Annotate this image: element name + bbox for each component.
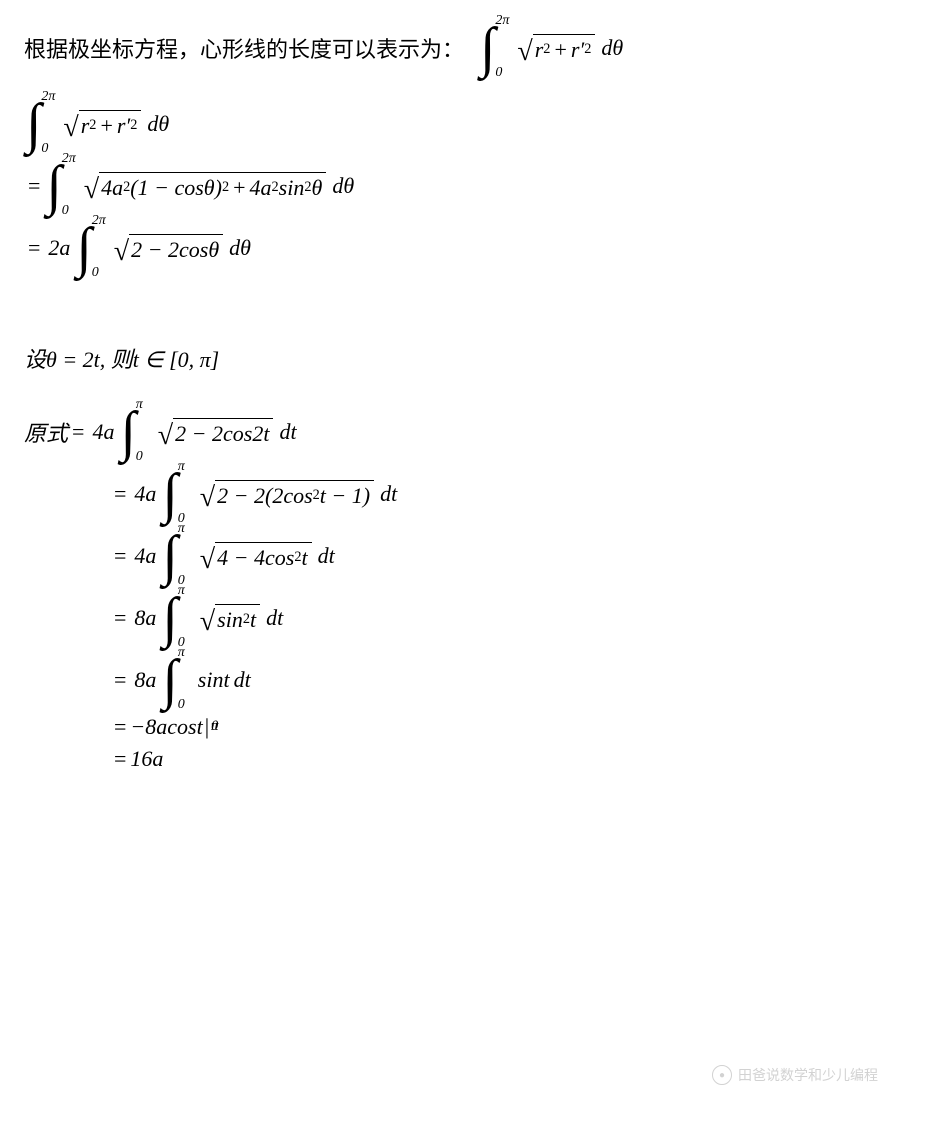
d1-line1: ∫ 2π 0 √r2+r′2 dθ — [24, 96, 908, 152]
d1-l3-coef: 2a — [44, 235, 74, 261]
d2-l3-eq: = — [110, 543, 130, 569]
d2-l2-coef: 4a — [130, 481, 160, 507]
d1-l3-upper: 2π — [92, 214, 106, 228]
d2-l5-lower: 0 — [178, 698, 185, 712]
sub-range: t ∈ [0, π] — [133, 347, 219, 372]
d2-l1-label: 原式 — [24, 416, 68, 448]
watermark-text: 田爸说数学和少儿编程 — [738, 1065, 878, 1085]
d2-l3-upper: π — [178, 522, 185, 536]
d2-l1-d: dt — [275, 419, 300, 445]
intro-text: 根据极坐标方程，心形线的长度可以表示为： — [24, 32, 464, 64]
d1-l2-eq: = — [24, 173, 44, 199]
d1-l3-lower: 0 — [92, 266, 99, 280]
d2-l7-eq: = — [110, 746, 130, 772]
watermark: ● 田爸说数学和少儿编程 — [712, 1065, 878, 1085]
intro-int-upper: 2π — [495, 14, 509, 28]
d2-l1-eq: = — [68, 419, 88, 445]
d2-l2-eq: = — [110, 481, 130, 507]
d2-l6-expr: −8acost — [130, 714, 202, 740]
d2-l4-d: dt — [262, 605, 287, 631]
d2-l1-coef: 4a — [88, 419, 118, 445]
sub-expr: θ = 2t, — [46, 347, 105, 372]
d2-l4-upper: π — [178, 584, 185, 598]
d2-l4-coef: 8a — [130, 605, 160, 631]
d2-l5-d: dt — [230, 667, 255, 693]
sub-prefix: 设 — [24, 347, 46, 372]
intro-int-lower: 0 — [495, 66, 502, 80]
intro-line: 根据极坐标方程，心形线的长度可以表示为： ∫ 2π 0 √ r2+r′2 dθ — [24, 20, 908, 76]
d2-line4: = 8a ∫ π 0 √sin2t dt — [24, 590, 908, 646]
d1-line3: = 2a ∫ 2π 0 √2 − 2cosθ dθ — [24, 220, 908, 276]
d2-line6: = −8acost | π 0 — [24, 714, 908, 740]
d2-l3-d: dt — [314, 543, 339, 569]
d2-l6-eq: = — [110, 714, 130, 740]
d2-line5: = 8a ∫ π 0 sint dt — [24, 652, 908, 708]
d1-l3-d: dθ — [225, 235, 255, 261]
d2-l5-upper: π — [178, 646, 185, 660]
intro-sqrt: √ r2+r′2 — [517, 34, 595, 63]
d1-l2-lower: 0 — [62, 204, 69, 218]
d1-l2-upper: 2π — [62, 152, 76, 166]
d1-line2: = ∫ 2π 0 √4a2(1 − cosθ)2+4a2sin2θ dθ — [24, 158, 908, 214]
d2-line3: = 4a ∫ π 0 √4 − 4cos2t dt — [24, 528, 908, 584]
d2-line2: = 4a ∫ π 0 √2 − 2(2cos2t − 1) dt — [24, 466, 908, 522]
d1-l1-upper: 2π — [41, 90, 55, 104]
d2-l1-lower: 0 — [136, 450, 143, 464]
d2-l6-bar-lower: 0 — [211, 719, 218, 733]
d2-l2-upper: π — [178, 460, 185, 474]
page: 根据极坐标方程，心形线的长度可以表示为： ∫ 2π 0 √ r2+r′2 dθ … — [24, 20, 908, 1105]
d2-l7-result: 16a — [130, 746, 163, 772]
wechat-icon: ● — [712, 1065, 732, 1085]
sub-mid: 则 — [111, 347, 133, 372]
d2-line7: = 16a — [24, 746, 908, 772]
intro-d: dθ — [597, 35, 627, 61]
d2-l1-upper: π — [136, 398, 143, 412]
d2-l5-integrand: sint — [198, 667, 230, 693]
d2-l2-d: dt — [376, 481, 401, 507]
d2-line1: 原式 = 4a ∫ π 0 √2 − 2cos2t dt — [24, 404, 908, 460]
d2-l5-coef: 8a — [130, 667, 160, 693]
d2-l4-eq: = — [110, 605, 130, 631]
substitution-line: 设θ = 2t, 则t ∈ [0, π] — [24, 342, 908, 374]
d1-l2-d: dθ — [328, 173, 358, 199]
intro-integral: ∫ 2π 0 √ r2+r′2 dθ — [478, 20, 627, 76]
d2-l3-coef: 4a — [130, 543, 160, 569]
d1-l1-d: dθ — [143, 111, 173, 137]
d1-l1-lower: 0 — [41, 142, 48, 156]
d1-l3-eq: = — [24, 235, 44, 261]
d2-l5-eq: = — [110, 667, 130, 693]
